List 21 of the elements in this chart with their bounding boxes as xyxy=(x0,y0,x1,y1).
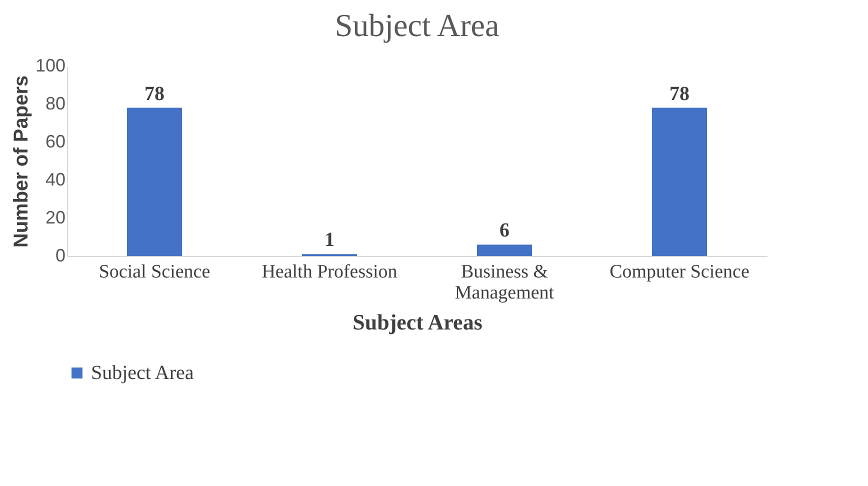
x-tick-label: Computer Science xyxy=(610,262,750,282)
legend-label: Subject Area xyxy=(91,362,194,384)
bar xyxy=(652,108,707,256)
chart-title: Subject Area xyxy=(334,7,500,43)
data-label: 6 xyxy=(500,220,510,242)
y-tick-label: 100 xyxy=(35,56,66,76)
y-tick-label: 40 xyxy=(45,170,66,190)
bar xyxy=(477,244,532,256)
bar xyxy=(127,108,182,256)
y-tick-label: 80 xyxy=(45,94,66,114)
y-tick-label: 60 xyxy=(45,132,66,152)
data-label: 78 xyxy=(670,82,690,105)
y-axis-title: Number of Papers xyxy=(10,75,32,248)
y-tick-label: 20 xyxy=(45,208,66,228)
data-label: 78 xyxy=(144,82,164,105)
x-tick-label: Business & Management xyxy=(454,262,555,304)
x-tick-label: Health Profession xyxy=(262,262,398,282)
x-axis-title: Subject Areas xyxy=(352,310,483,334)
x-tick-label: Social Science xyxy=(98,262,210,282)
data-label: 1 xyxy=(324,229,334,252)
y-tick-label: 0 xyxy=(55,246,66,266)
